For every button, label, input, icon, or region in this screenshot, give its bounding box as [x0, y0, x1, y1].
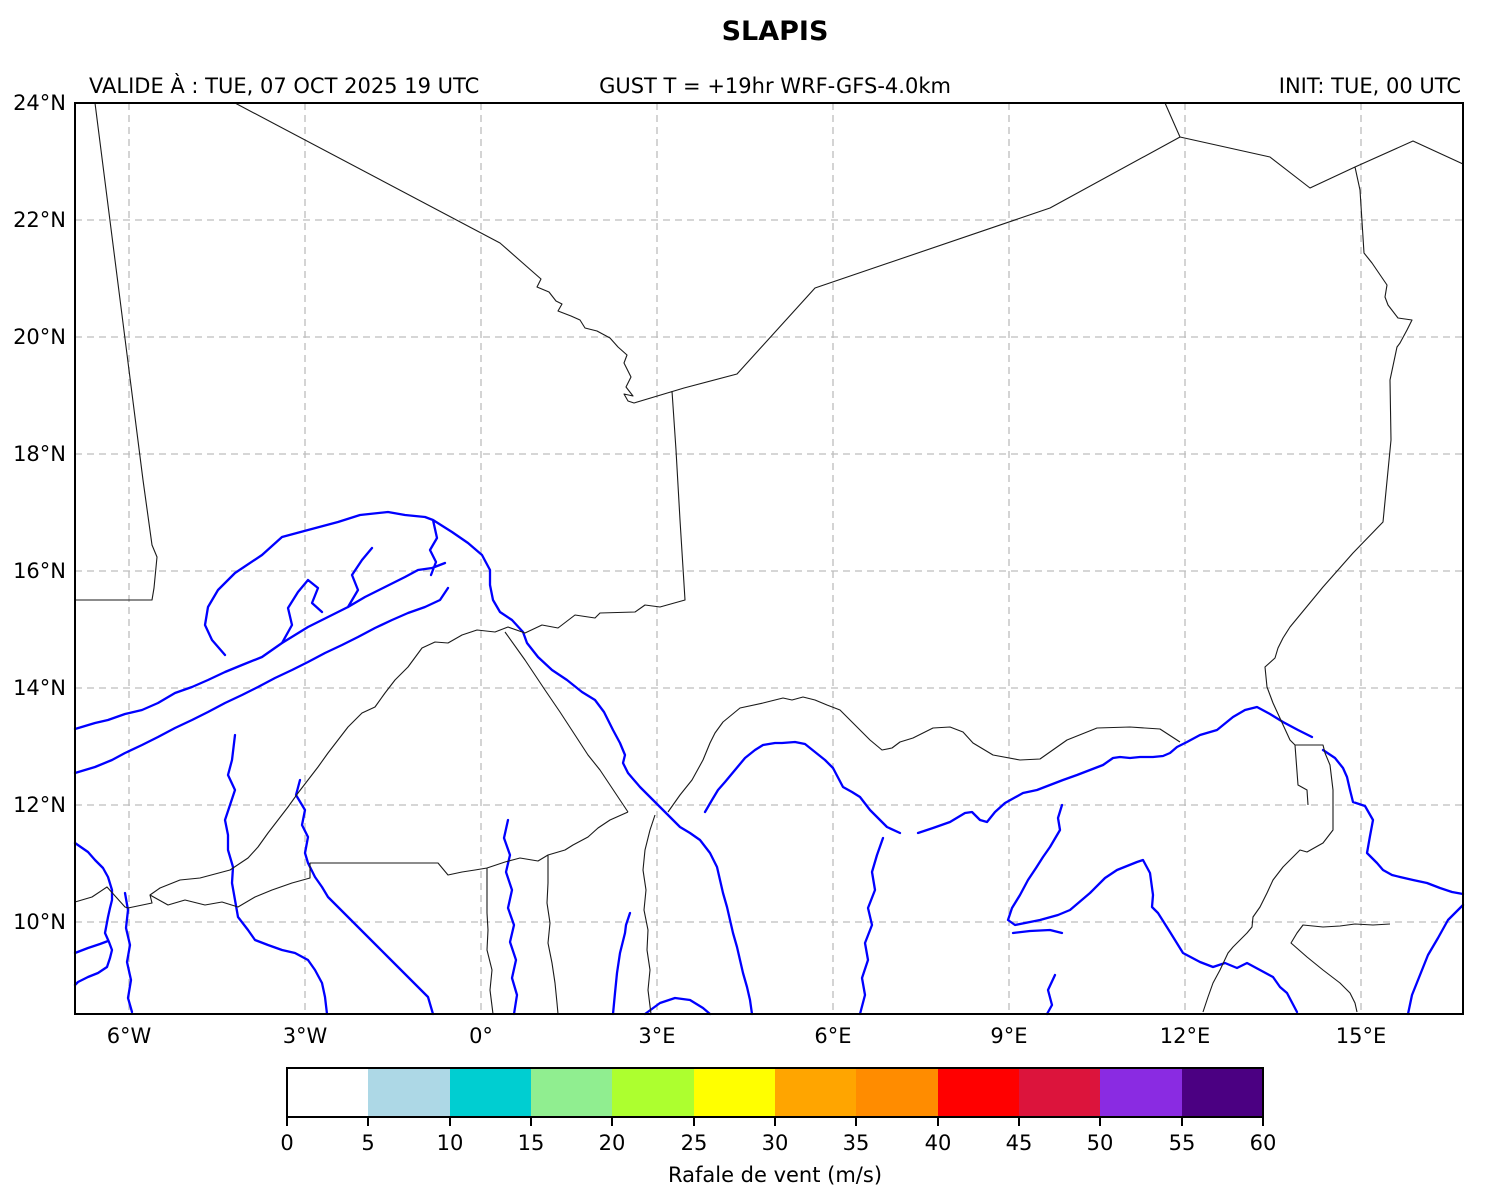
lon-tick-label: 3°W	[283, 1024, 328, 1048]
colorbar-tick-label: 15	[518, 1131, 545, 1155]
colorbar-tick-label: 45	[1006, 1131, 1033, 1155]
colorbar-tick-label: 5	[361, 1131, 374, 1155]
colorbar-tick-label: 55	[1169, 1131, 1196, 1155]
lon-tick-label: 6°W	[107, 1024, 152, 1048]
colorbar-segment	[938, 1068, 1019, 1117]
figure-title: SLAPIS	[722, 16, 829, 47]
lat-tick-label: 14°N	[13, 676, 66, 700]
lon-tick-label: 9°E	[990, 1024, 1027, 1048]
colorbar-tick-label: 25	[681, 1131, 708, 1155]
map-panel: 24°N 22°N 20°N 18°N 16°N 14°N 12°N 10°N …	[13, 91, 1465, 1048]
lat-tick-label: 10°N	[13, 910, 66, 934]
colorbar-tick-label: 0	[280, 1131, 293, 1155]
colorbar-segment	[612, 1068, 694, 1117]
colorbar-segment	[1019, 1068, 1100, 1117]
colorbar-segment	[1182, 1068, 1263, 1117]
map-frame	[74, 102, 1464, 1015]
colorbar-segment	[856, 1068, 938, 1117]
lon-axis: 6°W 3°W 0° 3°E 6°E 9°E 12°E 15°E	[107, 1024, 1387, 1048]
lat-axis: 24°N 22°N 20°N 18°N 16°N 14°N 12°N 10°N	[13, 91, 66, 934]
colorbar-tick-label: 30	[762, 1131, 789, 1155]
rivers	[73, 510, 1465, 1016]
colorbar-segment	[1100, 1068, 1182, 1117]
colorbar: 0 5 10 15 20 25 30 35 40 45 50 55 60 Raf…	[280, 1067, 1276, 1187]
lat-tick-label: 12°N	[13, 793, 66, 817]
lon-tick-label: 12°E	[1160, 1024, 1211, 1048]
colorbar-segment	[368, 1068, 450, 1117]
colorbar-title: Rafale de vent (m/s)	[668, 1163, 882, 1187]
lat-tick-label: 24°N	[13, 91, 66, 115]
lat-tick-label: 16°N	[13, 559, 66, 583]
grid-lines	[75, 103, 1463, 1014]
valid-time-label: VALIDE À : TUE, 07 OCT 2025 19 UTC	[89, 73, 479, 98]
colorbar-segment	[531, 1068, 612, 1117]
init-time-label: INIT: TUE, 00 UTC	[1279, 74, 1461, 98]
colorbar-segment	[287, 1068, 368, 1117]
colorbar-tick-label: 10	[437, 1131, 464, 1155]
colorbar-tick-labels: 0 5 10 15 20 25 30 35 40 45 50 55 60	[280, 1131, 1276, 1155]
colorbar-segment	[694, 1068, 775, 1117]
colorbar-segments	[287, 1068, 1263, 1117]
lat-tick-label: 18°N	[13, 442, 66, 466]
colorbar-segment	[775, 1068, 856, 1117]
colorbar-tick-label: 50	[1087, 1131, 1114, 1155]
lon-tick-label: 3°E	[638, 1024, 675, 1048]
colorbar-tick-marks	[286, 1117, 1264, 1126]
colorbar-tick-label: 60	[1250, 1131, 1277, 1155]
country-borders	[74, 102, 1464, 1015]
lon-tick-label: 6°E	[814, 1024, 851, 1048]
colorbar-tick-label: 35	[843, 1131, 870, 1155]
colorbar-segment	[450, 1068, 531, 1117]
forecast-model-label: GUST T = +19hr WRF-GFS-4.0km	[599, 74, 951, 98]
colorbar-tick-label: 20	[599, 1131, 626, 1155]
lat-tick-label: 20°N	[13, 325, 66, 349]
lon-tick-label: 0°	[469, 1024, 493, 1048]
colorbar-tick-label: 40	[925, 1131, 952, 1155]
lon-tick-label: 15°E	[1336, 1024, 1387, 1048]
lat-tick-label: 22°N	[13, 208, 66, 232]
